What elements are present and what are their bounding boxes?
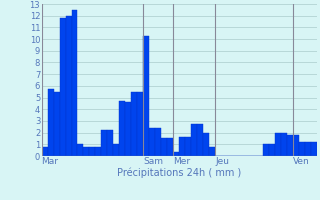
Bar xyxy=(299,142,305,156)
Bar xyxy=(71,10,77,156)
Bar xyxy=(167,138,173,156)
Bar xyxy=(108,130,113,156)
Bar xyxy=(101,130,108,156)
Bar xyxy=(84,147,90,156)
Bar xyxy=(95,147,101,156)
Bar xyxy=(263,144,269,156)
Bar xyxy=(269,144,275,156)
Bar xyxy=(125,102,131,156)
Bar xyxy=(77,144,84,156)
Bar xyxy=(60,18,66,156)
Bar xyxy=(191,124,197,156)
Bar xyxy=(281,133,287,156)
Bar xyxy=(48,89,53,156)
Bar xyxy=(155,128,161,156)
Bar xyxy=(287,135,293,156)
Bar xyxy=(179,137,185,156)
Bar xyxy=(197,124,203,156)
Bar xyxy=(90,147,95,156)
Bar xyxy=(53,92,60,156)
Bar xyxy=(66,16,71,156)
Bar xyxy=(185,137,191,156)
Bar xyxy=(113,144,119,156)
Bar xyxy=(305,142,311,156)
Bar xyxy=(161,138,167,156)
Bar xyxy=(293,135,299,156)
Bar xyxy=(275,133,281,156)
Bar xyxy=(209,147,215,156)
Bar xyxy=(119,101,125,156)
Bar xyxy=(149,128,155,156)
Bar xyxy=(131,92,137,156)
Bar xyxy=(137,92,143,156)
Bar xyxy=(203,133,209,156)
Bar xyxy=(42,147,48,156)
Bar xyxy=(143,36,149,156)
Bar xyxy=(173,152,179,156)
X-axis label: Précipitations 24h ( mm ): Précipitations 24h ( mm ) xyxy=(117,168,241,178)
Bar xyxy=(311,142,317,156)
